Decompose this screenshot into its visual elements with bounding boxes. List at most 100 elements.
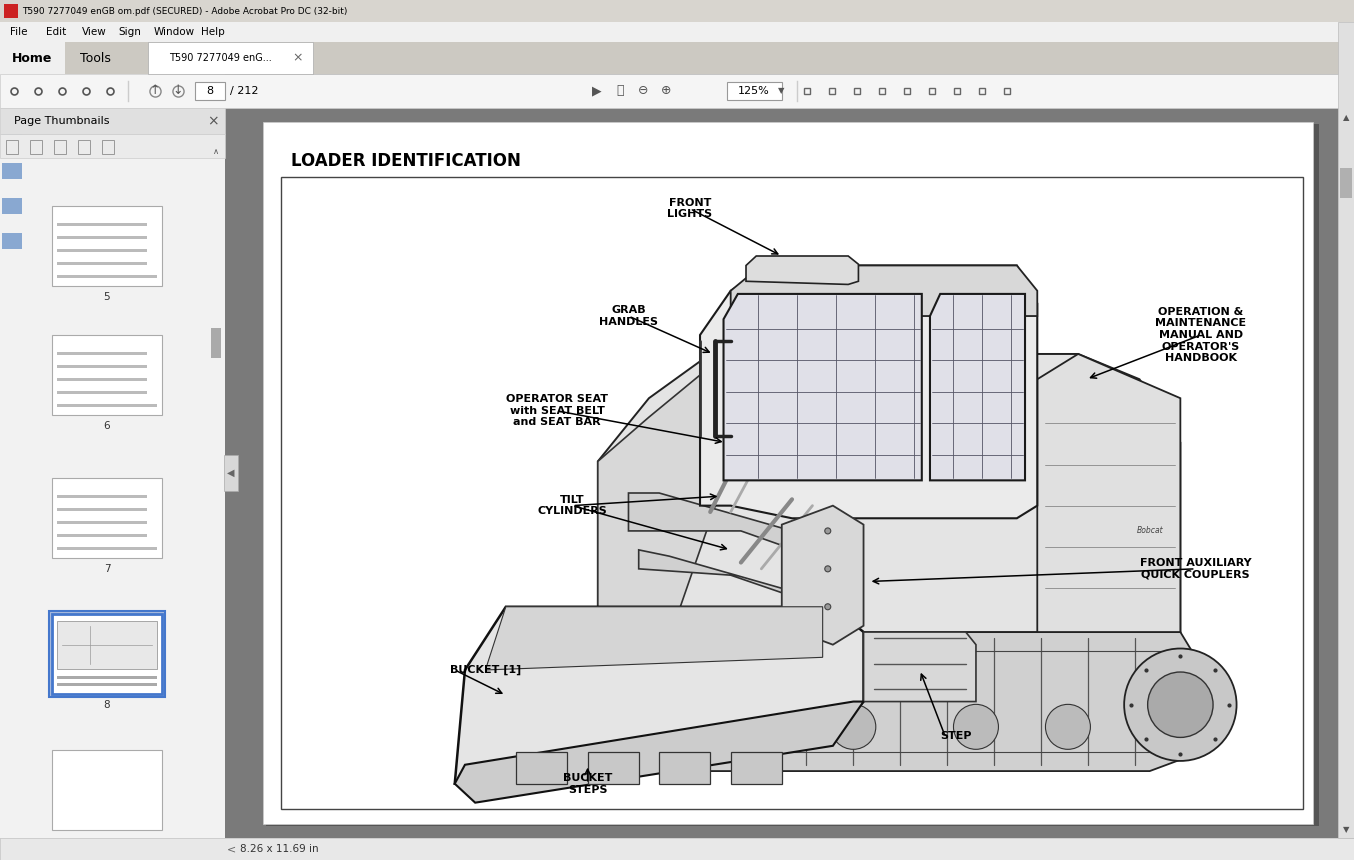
Bar <box>57 223 148 225</box>
Bar <box>195 82 225 100</box>
Polygon shape <box>746 256 858 285</box>
Bar <box>57 274 157 278</box>
Bar <box>263 122 1313 824</box>
Circle shape <box>953 704 998 749</box>
Polygon shape <box>700 266 1037 519</box>
Bar <box>0 134 225 158</box>
Polygon shape <box>485 607 823 670</box>
Text: <: < <box>227 844 236 854</box>
Bar <box>102 83 118 99</box>
Text: View: View <box>83 27 107 37</box>
Text: ⊖: ⊖ <box>638 84 649 97</box>
Text: 8.26 x 11.69 in: 8.26 x 11.69 in <box>240 844 318 854</box>
Bar <box>223 455 238 491</box>
Text: Sign: Sign <box>118 27 141 37</box>
Bar <box>102 140 114 154</box>
Polygon shape <box>567 632 1210 771</box>
Circle shape <box>1124 648 1236 761</box>
Text: STEP: STEP <box>940 731 972 741</box>
Polygon shape <box>731 266 1037 316</box>
Text: 6: 6 <box>104 421 110 431</box>
Text: ⊕: ⊕ <box>661 84 672 97</box>
Bar <box>57 365 148 368</box>
Text: File: File <box>9 27 27 37</box>
Text: ▶: ▶ <box>592 84 601 97</box>
Text: FRONT
LIGHTS: FRONT LIGHTS <box>668 198 712 219</box>
Bar <box>49 611 165 697</box>
Polygon shape <box>455 702 864 802</box>
Polygon shape <box>455 607 864 783</box>
Text: Help: Help <box>200 27 225 37</box>
Polygon shape <box>516 752 567 783</box>
Bar <box>57 683 157 685</box>
Text: T590 7277049 enGB om.pdf (SECURED) - Adobe Acrobat Pro DC (32-bit): T590 7277049 enGB om.pdf (SECURED) - Ado… <box>22 7 348 15</box>
Text: ▲: ▲ <box>1343 114 1349 122</box>
Circle shape <box>708 704 753 749</box>
Polygon shape <box>598 354 1181 638</box>
Text: 8: 8 <box>206 86 214 96</box>
Bar <box>0 42 65 74</box>
Bar <box>57 352 148 355</box>
Polygon shape <box>659 752 711 783</box>
Circle shape <box>1045 704 1090 749</box>
Bar <box>30 140 42 154</box>
Circle shape <box>565 666 642 744</box>
Polygon shape <box>864 632 976 702</box>
Bar <box>57 621 157 668</box>
Bar <box>1338 22 1354 838</box>
Bar <box>5 83 22 99</box>
Text: 5: 5 <box>104 292 110 302</box>
Circle shape <box>825 566 831 572</box>
Bar <box>0 22 225 838</box>
Bar <box>4 4 18 18</box>
Polygon shape <box>588 752 639 783</box>
Text: TILT
CYLINDERS: TILT CYLINDERS <box>538 494 607 517</box>
Bar <box>0 74 1354 108</box>
Text: ◀: ◀ <box>227 468 234 478</box>
Bar <box>265 124 1319 826</box>
Bar <box>57 520 148 524</box>
Bar <box>57 261 148 265</box>
Text: ↑: ↑ <box>150 84 160 97</box>
Bar <box>57 378 148 381</box>
Bar <box>1 198 22 214</box>
Polygon shape <box>930 294 1025 481</box>
Polygon shape <box>628 493 812 556</box>
Text: BUCKET [1]: BUCKET [1] <box>450 665 521 675</box>
Bar <box>727 82 783 100</box>
Text: OPERATOR SEAT
with SEAT BELT
and SEAT BAR: OPERATOR SEAT with SEAT BELT and SEAT BA… <box>506 394 608 427</box>
Bar <box>0 108 225 134</box>
Bar <box>79 83 93 99</box>
Text: ↓: ↓ <box>173 84 183 97</box>
Text: 8: 8 <box>104 699 110 710</box>
Polygon shape <box>723 294 922 481</box>
Text: / 212: / 212 <box>230 86 259 96</box>
Bar <box>57 249 148 252</box>
Bar <box>0 838 1354 860</box>
Bar <box>54 140 66 154</box>
Text: LOADER IDENTIFICATION: LOADER IDENTIFICATION <box>291 152 521 170</box>
Bar <box>51 206 162 286</box>
Bar <box>282 177 1303 809</box>
Circle shape <box>831 704 876 749</box>
Bar <box>57 547 157 550</box>
Bar <box>57 236 148 238</box>
Bar <box>79 140 89 154</box>
Text: ∧: ∧ <box>213 148 219 157</box>
Text: GRAB
HANDLES: GRAB HANDLES <box>598 305 658 327</box>
Bar <box>148 42 313 74</box>
Text: ×: × <box>207 114 219 128</box>
Bar <box>0 22 1354 42</box>
Text: OPERATION &
MAINTENANCE
MANUAL AND
OPERATOR'S
HANDBOOK: OPERATION & MAINTENANCE MANUAL AND OPERA… <box>1155 307 1247 363</box>
Circle shape <box>582 685 623 725</box>
Text: Home: Home <box>12 52 53 64</box>
Polygon shape <box>598 366 731 638</box>
Bar <box>54 83 70 99</box>
Text: ×: × <box>292 52 303 64</box>
Text: Page Thumbnails: Page Thumbnails <box>14 116 110 126</box>
Bar <box>57 404 157 407</box>
Text: ▼: ▼ <box>777 87 784 95</box>
Bar <box>57 676 157 679</box>
Text: 7: 7 <box>104 563 110 574</box>
Circle shape <box>825 604 831 610</box>
